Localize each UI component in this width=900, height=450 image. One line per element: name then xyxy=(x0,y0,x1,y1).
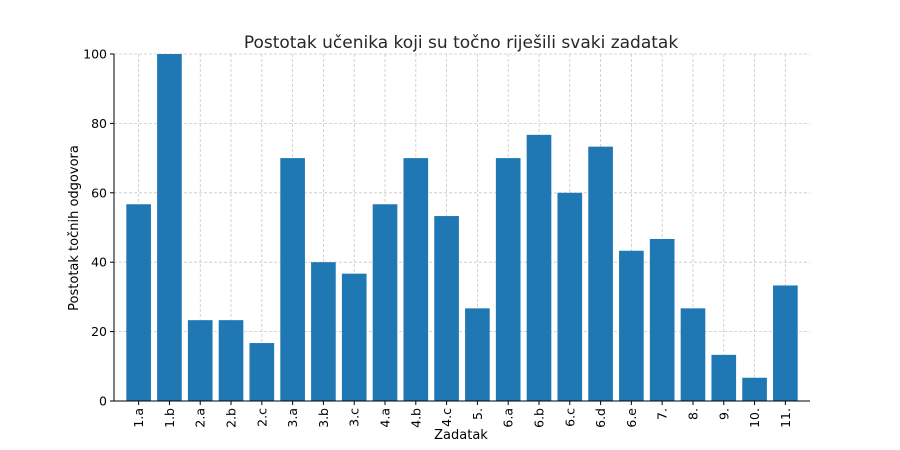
chart-title: Postotak učenika koji su točno riješili … xyxy=(244,33,679,53)
y-tick-label: 0 xyxy=(99,394,107,409)
bar-8 xyxy=(680,308,706,401)
bar-6b xyxy=(526,134,552,401)
bar-11 xyxy=(773,285,798,401)
x-tick-label: 3.b xyxy=(316,408,331,428)
bar-10 xyxy=(742,377,767,401)
bar-5 xyxy=(465,308,490,401)
bar-6a xyxy=(495,158,521,401)
bar-2b xyxy=(218,320,244,401)
bar-4b xyxy=(403,158,429,401)
bar-3b xyxy=(311,262,336,401)
bar-6c xyxy=(557,192,583,401)
x-tick-label: 6.d xyxy=(593,408,608,428)
bar-3c xyxy=(341,273,367,401)
bar-1b xyxy=(157,54,182,401)
bar-4a xyxy=(372,204,398,401)
x-tick-label: 8. xyxy=(685,408,700,420)
x-tick-label: 2.a xyxy=(193,408,208,428)
y-axis-label: Postotak točnih odgovora xyxy=(67,145,82,311)
x-tick-label: 2.c xyxy=(254,408,269,427)
bar-1a xyxy=(126,204,151,401)
bar-7 xyxy=(649,238,675,401)
x-tick-label: 1.a xyxy=(131,408,146,428)
x-tick-label: 6.c xyxy=(562,408,577,427)
y-tick-label: 60 xyxy=(91,185,107,200)
bar-6d xyxy=(588,146,613,401)
y-tick-label: 40 xyxy=(91,255,107,270)
x-tick-label: 4.c xyxy=(439,408,454,427)
x-tick-label: 11. xyxy=(778,408,793,428)
y-tick-label: 80 xyxy=(91,116,107,131)
x-tick-label: 10. xyxy=(747,408,762,428)
x-tick-label: 2.b xyxy=(224,408,239,428)
axes xyxy=(113,54,810,402)
y-tick-label: 20 xyxy=(91,324,107,339)
x-tick-label: 4.a xyxy=(378,408,393,428)
x-tick-label: 4.b xyxy=(408,408,423,428)
x-axis-label: Zadatak xyxy=(434,428,488,443)
x-tick-label: 6.e xyxy=(624,408,639,428)
bar-3a xyxy=(280,158,305,401)
x-tick-label: 9. xyxy=(716,408,731,420)
bar-2a xyxy=(187,320,213,401)
x-tick-label: 1.b xyxy=(162,408,177,428)
x-tick-label: 6.a xyxy=(501,408,516,428)
x-tick-label: 3.c xyxy=(347,408,362,427)
x-tick-label: 5. xyxy=(470,408,485,420)
bar-6e xyxy=(619,250,644,401)
y-tick-label: 100 xyxy=(83,47,107,62)
x-tick-label: 7. xyxy=(655,408,670,420)
y-tick-labels: 0 20 40 60 80 100 xyxy=(83,47,114,409)
bars xyxy=(126,54,798,401)
bar-2c xyxy=(249,343,275,401)
x-tick-label: 6.b xyxy=(531,408,546,428)
bar-9 xyxy=(711,354,737,401)
bar-4c xyxy=(434,216,459,401)
x-tick-label: 3.a xyxy=(285,408,300,428)
x-tick-labels: 1.a 1.b 2.a 2.b 2.c 3.a 3.b 3.c 4.a 4.b 4.c 5. 6.a 6.… xyxy=(131,401,793,428)
grid xyxy=(114,53,810,402)
